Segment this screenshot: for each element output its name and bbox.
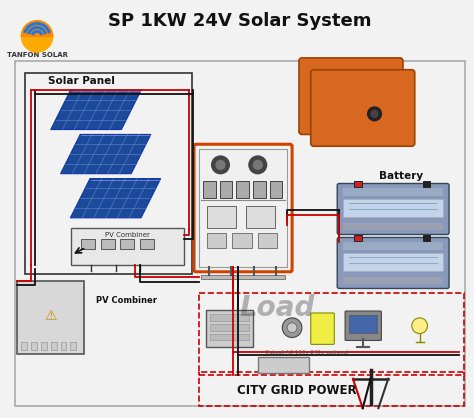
Circle shape: [368, 107, 382, 121]
Bar: [343, 223, 443, 229]
Bar: [210, 314, 249, 321]
Bar: [203, 181, 216, 198]
Bar: [343, 189, 443, 196]
Bar: [120, 240, 134, 249]
Bar: [25, 73, 192, 274]
Bar: [253, 181, 265, 198]
Bar: [18, 280, 84, 354]
Bar: [206, 310, 253, 347]
Polygon shape: [51, 90, 141, 130]
Circle shape: [371, 110, 378, 117]
Bar: [354, 234, 362, 241]
FancyBboxPatch shape: [337, 237, 449, 288]
Bar: [61, 342, 66, 350]
Bar: [101, 240, 115, 249]
Bar: [343, 199, 443, 217]
Text: Output AC 110v-240v optional: Output AC 110v-240v optional: [265, 350, 348, 355]
Bar: [21, 342, 27, 350]
Bar: [207, 232, 227, 248]
Bar: [207, 206, 236, 228]
Circle shape: [283, 318, 302, 337]
Bar: [41, 342, 47, 350]
Circle shape: [287, 323, 297, 333]
Text: Battery: Battery: [379, 171, 423, 181]
Text: Solar Panel: Solar Panel: [48, 76, 115, 87]
Bar: [354, 181, 362, 187]
Text: ⚠: ⚠: [45, 309, 57, 323]
Bar: [423, 234, 430, 241]
Bar: [270, 181, 283, 198]
Bar: [258, 232, 277, 248]
Bar: [210, 324, 249, 331]
Circle shape: [412, 318, 428, 334]
Bar: [31, 342, 37, 350]
Bar: [201, 275, 285, 279]
Bar: [199, 149, 287, 267]
FancyBboxPatch shape: [299, 58, 403, 135]
Bar: [232, 232, 252, 248]
FancyBboxPatch shape: [337, 184, 449, 234]
Text: CITY GRID POWER: CITY GRID POWER: [237, 384, 357, 397]
Bar: [343, 242, 443, 250]
Circle shape: [253, 161, 262, 169]
Bar: [16, 61, 465, 406]
Bar: [140, 240, 154, 249]
Polygon shape: [71, 178, 161, 218]
Bar: [423, 181, 430, 187]
Bar: [236, 181, 249, 198]
Text: SP 1KW 24V Solar System: SP 1KW 24V Solar System: [109, 12, 372, 30]
Bar: [343, 277, 443, 283]
Bar: [246, 206, 275, 228]
Text: PV Combiner: PV Combiner: [105, 232, 150, 237]
Bar: [258, 357, 309, 373]
Bar: [81, 240, 95, 249]
Circle shape: [249, 156, 266, 174]
Circle shape: [212, 156, 229, 174]
FancyBboxPatch shape: [345, 311, 382, 340]
Text: Load: Load: [240, 294, 315, 322]
Text: TANFON SOLAR: TANFON SOLAR: [7, 52, 67, 58]
Circle shape: [216, 161, 225, 169]
Bar: [51, 342, 57, 350]
Bar: [71, 342, 76, 350]
Bar: [219, 181, 232, 198]
FancyBboxPatch shape: [311, 70, 415, 146]
Bar: [199, 293, 464, 372]
Bar: [349, 315, 377, 333]
Bar: [199, 375, 464, 406]
FancyBboxPatch shape: [311, 313, 334, 344]
Wedge shape: [21, 20, 53, 36]
Wedge shape: [21, 36, 53, 52]
Polygon shape: [61, 135, 151, 174]
Text: PV Combiner: PV Combiner: [96, 296, 157, 305]
Bar: [343, 253, 443, 271]
Bar: [210, 334, 249, 340]
Bar: [72, 228, 184, 265]
